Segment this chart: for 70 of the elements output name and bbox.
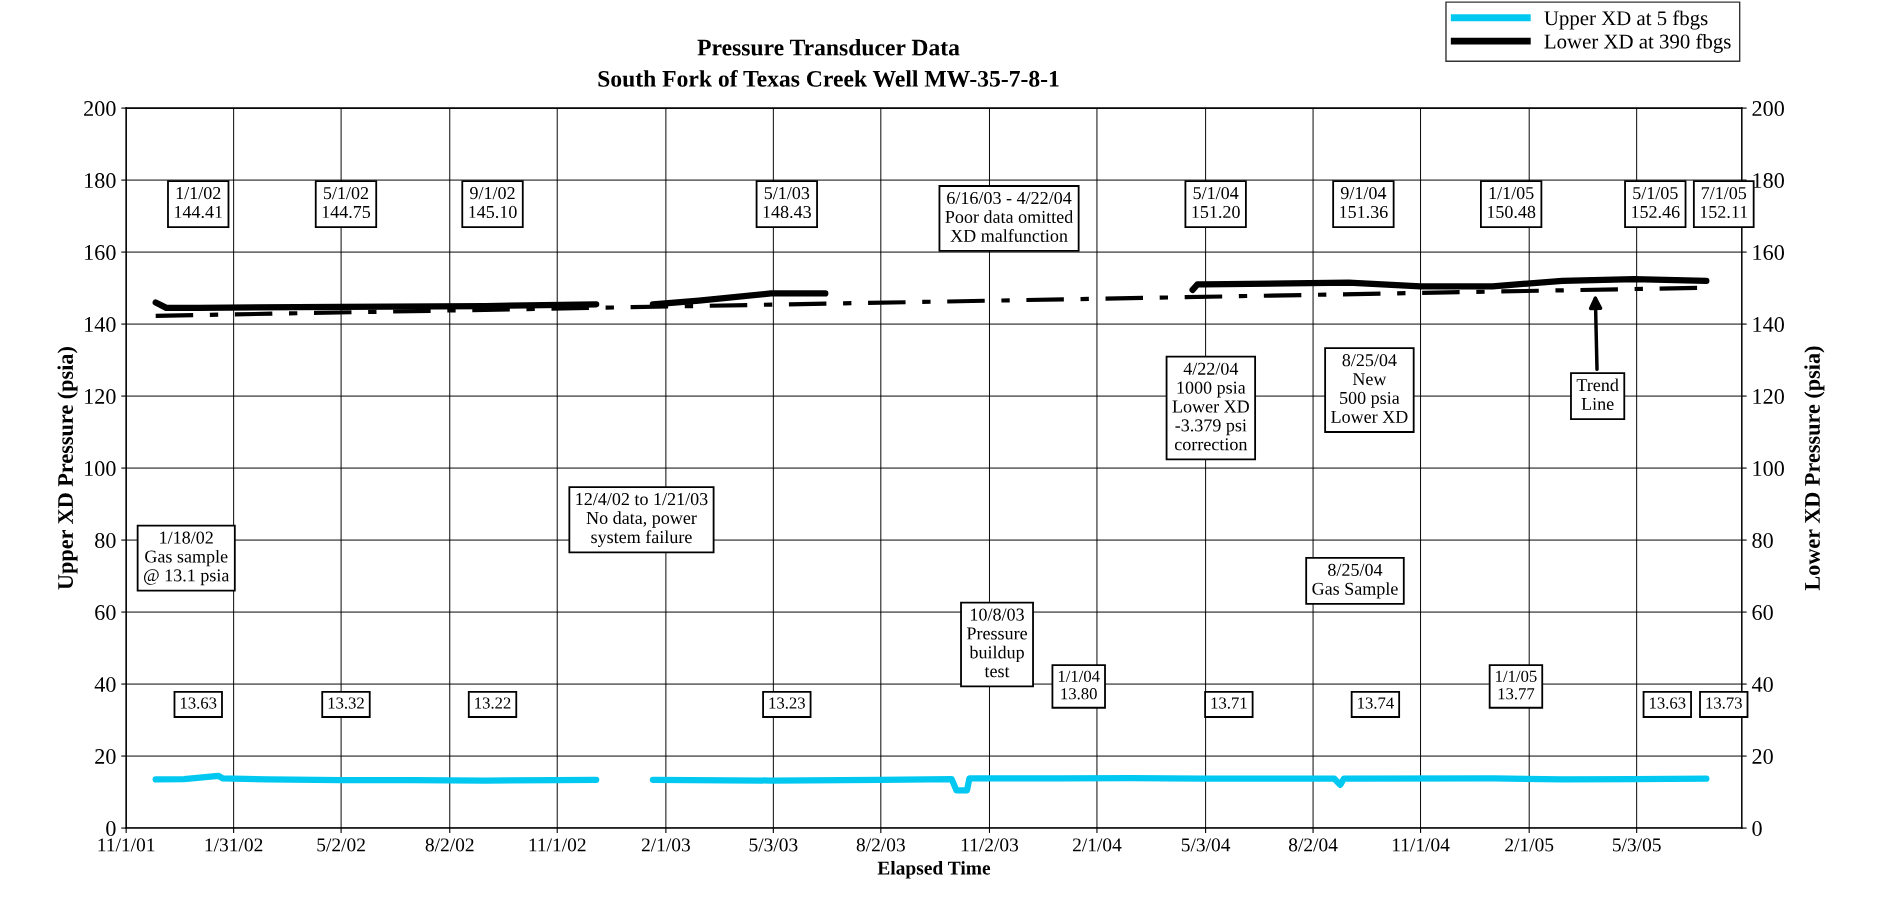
x-tick-label: 2/1/05 [1505, 838, 1554, 852]
y2-tick-label: 0 [1752, 821, 1762, 836]
annotation: 7/1/05 152.11 [1700, 186, 1748, 219]
x-tick-label: 5/3/05 [1612, 838, 1661, 852]
annotation: 1/1/05 150.48 [1487, 186, 1536, 219]
y-tick-label: 20 [95, 749, 116, 764]
x-tick-label: 1/31/02 [205, 838, 263, 852]
y-tick-label: 40 [94, 677, 116, 692]
annotation: 13.74 [1358, 697, 1394, 709]
annotation: 1/1/05 13.77 [1496, 670, 1537, 700]
annotation: 5/1/03 148.43 [763, 186, 811, 219]
annotation: 8/25/04 Gas Sample [1312, 563, 1398, 599]
x-tick-label: 11/1/02 [529, 838, 586, 852]
annotation: Trend Line [1576, 378, 1619, 411]
y2-tick-label: 20 [1752, 749, 1773, 764]
x-tick-label: 8/2/03 [856, 838, 905, 852]
annotation: 12/4/02 to 1/21/03 No data, power system failure [576, 492, 708, 547]
y-tick-label: 0 [106, 821, 116, 836]
x-tick-label: 11/2/03 [961, 838, 1019, 852]
y2-tick-label: 140 [1753, 317, 1784, 333]
annotation: 9/1/02 145.10 [469, 186, 517, 219]
x-axis-title: Elapsed Time [877, 860, 991, 879]
x-tick-label: 2/1/03 [641, 838, 690, 852]
y-tick-label: 200 [84, 101, 116, 117]
annotation: 10/8/03 Pressure buildup test [966, 608, 1027, 678]
annotation: 13.63 [180, 697, 217, 709]
annotation: 13.73 [1706, 697, 1742, 709]
y2-tick-label: 120 [1753, 389, 1784, 405]
y2-tick-label: 180 [1753, 173, 1784, 189]
y2-axis-title: Lower XD Pressure (psia) [1804, 346, 1825, 591]
y-axis-title: Upper XD Pressure (psia) [57, 347, 78, 590]
annotation: 1/1/02 144.41 [174, 186, 222, 219]
annotation: 8/25/04 New 500 psia Lower XD [1331, 354, 1408, 423]
annotation: 13.63 [1650, 697, 1686, 709]
x-tick-label: 11/1/01 [98, 838, 155, 852]
annotation: 13.71 [1211, 697, 1247, 709]
annotation: 5/1/05 152.46 [1632, 186, 1680, 219]
y-tick-label: 60 [95, 605, 116, 620]
y-tick-label: 120 [85, 389, 116, 405]
y2-tick-label: 160 [1753, 245, 1784, 261]
y-tick-label: 100 [85, 461, 116, 476]
legend-label: Lower XD at 390 fbgs [1544, 33, 1731, 53]
y-tick-label: 140 [85, 317, 116, 333]
x-tick-label: 5/3/03 [749, 838, 798, 852]
annotation: 5/1/04 151.20 [1192, 186, 1240, 219]
annotation: 13.32 [328, 697, 364, 709]
y2-tick-label: 100 [1753, 461, 1784, 476]
annotation: 4/22/04 1000 psia Lower XD -3.379 psi correction [1172, 362, 1249, 451]
y2-tick-label: 200 [1752, 101, 1784, 117]
annotation: 1/1/04 13.80 [1058, 670, 1100, 700]
legend-label: Upper XD at 5 fbgs [1544, 10, 1708, 30]
annotation: 9/1/04 151.36 [1340, 186, 1388, 219]
x-tick-label: 8/2/04 [1288, 838, 1338, 852]
annotation: 1/18/02 Gas sample @ 13.1 psia [144, 531, 230, 586]
annotation: 13.22 [475, 697, 511, 709]
y-tick-label: 160 [85, 245, 116, 261]
annotation: 13.23 [769, 697, 805, 709]
chart-title: Pressure Transducer Data South Fork of Texas Creek Well MW-35-7-8-1 [598, 38, 1059, 87]
x-tick-label: 2/1/04 [1072, 838, 1122, 852]
y-tick-label: 180 [85, 173, 116, 189]
x-tick-label: 11/1/04 [1392, 838, 1450, 852]
y-tick-label: 80 [95, 533, 116, 548]
x-tick-label: 5/3/04 [1181, 838, 1231, 852]
y2-tick-label: 80 [1752, 533, 1773, 548]
annotation: 5/1/02 144.75 [322, 186, 371, 219]
x-tick-label: 5/2/02 [317, 838, 365, 852]
annotation: 6/16/03 - 4/22/04 Poor data omitted XD malfunction [945, 191, 1074, 242]
y2-tick-label: 60 [1752, 605, 1773, 620]
y2-tick-label: 40 [1751, 677, 1773, 692]
x-tick-label: 8/2/02 [425, 838, 474, 852]
